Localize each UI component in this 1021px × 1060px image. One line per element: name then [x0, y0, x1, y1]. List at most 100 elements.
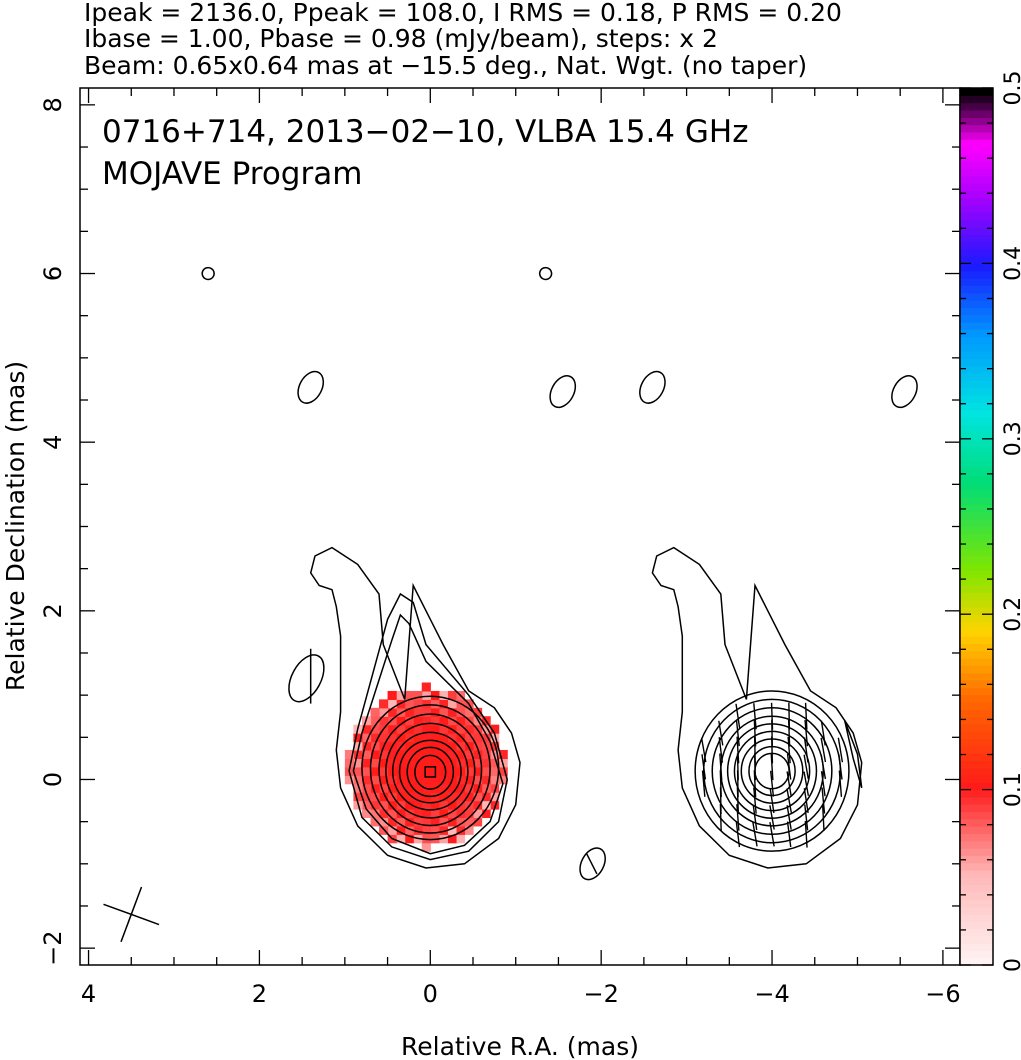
evpa-vector: [753, 703, 757, 730]
colorbar-segment: [960, 760, 993, 769]
colorbar-segment: [960, 358, 993, 367]
pol-pixel: [464, 783, 474, 793]
evpa-vector: [700, 737, 707, 763]
pol-pixel: [464, 758, 474, 768]
pol-pixel: [455, 783, 466, 793]
colorbar-segment: [960, 774, 993, 783]
pol-pixel: [421, 825, 431, 835]
colorbar-segment: [960, 738, 993, 747]
colorbar-segment: [960, 928, 993, 937]
colorbar-tick-label: 0.3: [1001, 421, 1021, 456]
pol-pixel: [430, 690, 440, 700]
colorbar-segment: [960, 526, 993, 535]
pol-pixel: [370, 733, 380, 743]
pol-pixel: [379, 783, 389, 793]
pol-pixel: [421, 707, 431, 717]
pol-pixel: [396, 690, 406, 700]
pol-pixel: [481, 783, 491, 793]
colorbar-segment: [960, 796, 993, 805]
pol-pixel: [438, 741, 448, 751]
evpa-vector: [736, 804, 740, 831]
contour-level: [385, 722, 476, 819]
colorbar-segment: [960, 285, 993, 294]
colorbar-segment: [960, 109, 993, 118]
colorbar-tick-label: 0.2: [1001, 597, 1021, 632]
pol-pixel: [404, 834, 414, 844]
y-tick-label: 0: [39, 772, 67, 787]
pol-pixel: [464, 766, 474, 776]
pol-pixel: [370, 775, 380, 785]
pol-pixel: [498, 766, 508, 776]
pol-pixel: [464, 707, 474, 717]
pol-pixel: [421, 766, 431, 776]
colorbar-segment: [960, 840, 993, 849]
colorbar-segment: [960, 175, 993, 184]
pol-pixel: [447, 699, 457, 709]
contour-level: [406, 746, 455, 798]
pol-pixel: [421, 817, 431, 827]
colorbar-segment: [960, 453, 993, 462]
pol-pixel: [379, 808, 389, 819]
colorbar-segment: [960, 321, 993, 330]
x-tick-label: 2: [252, 980, 267, 1008]
pol-pixel: [421, 716, 431, 726]
colorbar-segment: [960, 394, 993, 403]
pol-pixel: [404, 690, 414, 700]
pol-pixel: [430, 800, 440, 810]
colorbar-segment: [960, 263, 993, 272]
colorbar-segment: [960, 745, 993, 754]
pol-pixel: [396, 716, 406, 726]
pol-pixel: [438, 733, 448, 743]
pol-pixel: [447, 716, 457, 726]
colorbar-segment: [960, 884, 993, 893]
pol-pixel: [413, 775, 423, 785]
evpa-vectors: [700, 702, 844, 848]
contour-outer: [651, 546, 863, 869]
evpa-vector: [821, 804, 825, 831]
pol-pixel: [498, 775, 508, 785]
pol-pixel: [379, 775, 389, 785]
header-line-1: Ipeak = 2136.0, Ppeak = 108.0, I RMS = 0…: [84, 0, 842, 27]
pol-pixel: [430, 707, 440, 717]
colorbar-segment: [960, 204, 993, 213]
evpa-vector: [770, 702, 774, 730]
pol-pixel: [430, 808, 440, 819]
colorbar-segment: [960, 365, 993, 374]
colorbar-segment: [960, 848, 993, 856]
noise-contour: [538, 266, 553, 281]
colorbar-segment: [960, 482, 993, 491]
pol-pixel: [387, 707, 397, 717]
evpa-vector: [788, 702, 791, 730]
pol-pixel: [396, 792, 406, 802]
pol-pixel: [421, 682, 431, 692]
colorbar-segment: [960, 241, 993, 250]
y-axis-label: Relative Declination (mas): [1, 361, 30, 691]
pol-pixel: [490, 800, 500, 810]
pol-pixel: [473, 800, 483, 810]
pol-pixel: [438, 707, 448, 717]
pol-pixel: [370, 707, 380, 717]
pol-pixel: [413, 690, 423, 700]
contour-level: [378, 713, 483, 827]
colorbar-segment: [960, 957, 993, 966]
colorbar-segment: [960, 402, 993, 411]
pol-pixel: [447, 733, 457, 743]
pol-pixel: [404, 800, 414, 810]
pol-pixel: [455, 834, 466, 844]
pol-pixel: [387, 724, 397, 734]
contour-level: [843, 720, 863, 789]
contour-level: [361, 695, 500, 841]
colorbar-segment: [960, 511, 993, 520]
x-tick-labels: 4 2 0 −2 −4 −6: [81, 980, 961, 1008]
pol-pixel: [370, 817, 380, 827]
beam-minor-axis: [103, 903, 160, 926]
contour-level: [398, 739, 462, 804]
colorbar-segment: [960, 190, 993, 199]
pol-pixel: [353, 733, 363, 743]
colorbar-segment: [960, 709, 993, 718]
pol-pixel: [455, 724, 466, 734]
colorbar-segment: [960, 804, 993, 813]
pol-pixel: [396, 817, 406, 827]
pol-pixel: [396, 699, 406, 709]
